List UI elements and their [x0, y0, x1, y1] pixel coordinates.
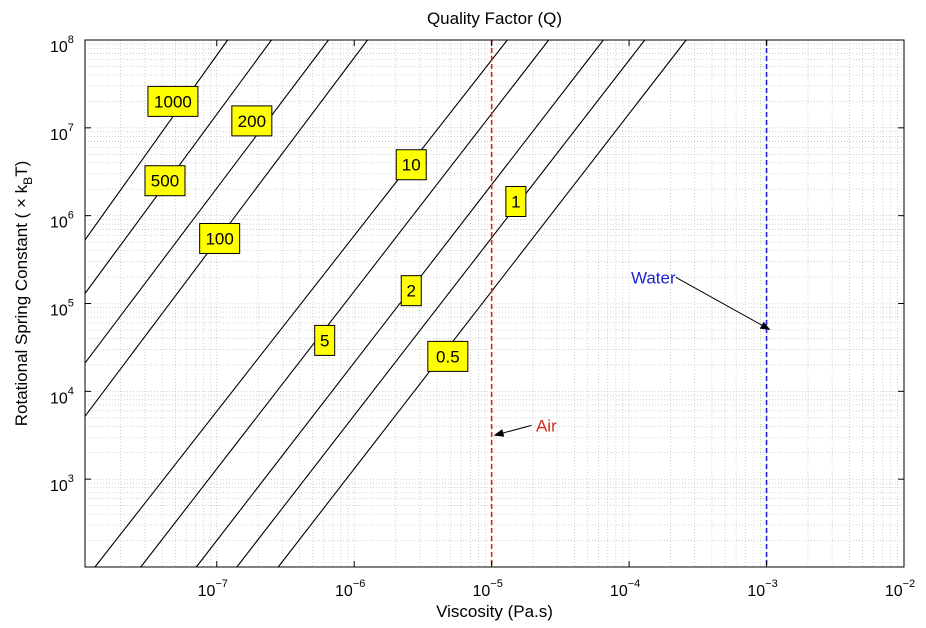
q-label-box	[400, 275, 422, 307]
x-tick-label: 10−3	[747, 578, 777, 600]
q-label-500: 500	[144, 165, 186, 197]
x-tick-base: 10	[610, 583, 628, 600]
y-tick-base: 10	[50, 215, 68, 232]
q-label-10: 10	[395, 149, 427, 181]
q-label-box	[427, 340, 469, 372]
x-tick-exponent: −4	[628, 578, 641, 590]
q-line-2	[195, 39, 604, 568]
y-tick-exponent: 7	[68, 122, 74, 134]
water-arrow	[675, 276, 771, 330]
q-label-text: 10	[402, 156, 421, 175]
q-label-text: 1	[511, 192, 520, 211]
axis-ticks: 10−7 10−6 10−5 10−4 10−3 10−21031041051061071…	[50, 34, 915, 600]
q-label-1000: 1000	[147, 85, 199, 117]
y-tick-label: 106	[50, 210, 74, 232]
x-axis-label: Viscosity (Pa.s)	[436, 602, 553, 621]
y-tick-label: 103	[50, 473, 74, 495]
y-tick-label: 105	[50, 298, 74, 320]
x-tick-base: 10	[472, 583, 490, 600]
q-label-text: 2	[407, 282, 416, 301]
q-label-box	[144, 165, 186, 197]
air-label: Air	[536, 416, 557, 435]
x-tick-exponent: −2	[903, 578, 916, 590]
q-label-text: 200	[238, 112, 266, 131]
y-axis-label: Rotational Spring Constant ( × kBT)	[12, 161, 35, 427]
q-label-text: 5	[320, 331, 329, 350]
y-tick-label: 107	[50, 122, 74, 144]
x-tick-label: 10−6	[335, 578, 365, 600]
y-tick-exponent: 4	[68, 385, 74, 397]
q-line-1	[236, 39, 646, 568]
q-label-box	[231, 105, 273, 137]
q-label-box	[314, 324, 336, 356]
q-line-1000	[84, 39, 229, 241]
q-label-box	[505, 185, 527, 217]
q-line-200	[84, 39, 329, 364]
y-tick-base: 10	[50, 39, 68, 56]
q-label-text: 100	[205, 229, 233, 248]
x-tick-exponent: −7	[215, 578, 228, 590]
q-label-100: 100	[199, 222, 241, 254]
y-tick-exponent: 6	[68, 210, 74, 222]
y-axis-label-subscript: B	[21, 177, 35, 185]
grid	[85, 39, 905, 568]
q-label-5: 5	[314, 324, 336, 356]
x-tick-label: 10−5	[472, 578, 502, 600]
x-tick-label: 10−7	[198, 578, 228, 600]
q-label-text: 500	[151, 172, 179, 191]
y-axis-label-end: T)	[12, 161, 31, 177]
water-label: Water	[631, 268, 676, 287]
y-tick-base: 10	[50, 390, 68, 407]
y-tick-base: 10	[50, 127, 68, 144]
x-tick-base: 10	[885, 583, 903, 600]
x-tick-base: 10	[198, 583, 216, 600]
q-labels: 1000 500 200 100 10 5 2 1 0.5	[144, 85, 527, 372]
q-label-200: 200	[231, 105, 273, 137]
q-label-text: 1000	[154, 92, 192, 111]
q-label-1: 1	[505, 185, 527, 217]
x-tick-label: 10−2	[885, 578, 915, 600]
q-line-0.5	[277, 39, 687, 568]
reference-lines: Air Water	[490, 40, 771, 567]
chart-title: Quality Factor (Q)	[427, 9, 562, 28]
q-label-box	[147, 85, 199, 117]
x-tick-base: 10	[747, 583, 765, 600]
y-tick-exponent: 5	[68, 298, 74, 310]
y-axis-label-main: Rotational Spring Constant ( × k	[12, 184, 31, 426]
y-tick-exponent: 3	[68, 473, 74, 485]
y-tick-exponent: 8	[68, 34, 74, 46]
q-label-0.5: 0.5	[427, 340, 469, 372]
y-tick-base: 10	[50, 478, 68, 495]
air-arrow	[493, 424, 532, 437]
x-tick-base: 10	[335, 583, 353, 600]
q-label-text: 0.5	[436, 347, 460, 366]
y-tick-label: 104	[50, 385, 74, 407]
q-label-box	[395, 149, 427, 181]
y-tick-label: 108	[50, 34, 74, 56]
q-line-5	[140, 39, 550, 568]
x-tick-exponent: −6	[353, 578, 366, 590]
q-label-2: 2	[400, 275, 422, 307]
x-tick-exponent: −3	[765, 578, 778, 590]
x-tick-label: 10−4	[610, 578, 640, 600]
q-label-box	[199, 222, 241, 254]
x-tick-exponent: −5	[490, 578, 503, 590]
y-tick-base: 10	[50, 303, 68, 320]
q-line-10	[94, 39, 508, 568]
